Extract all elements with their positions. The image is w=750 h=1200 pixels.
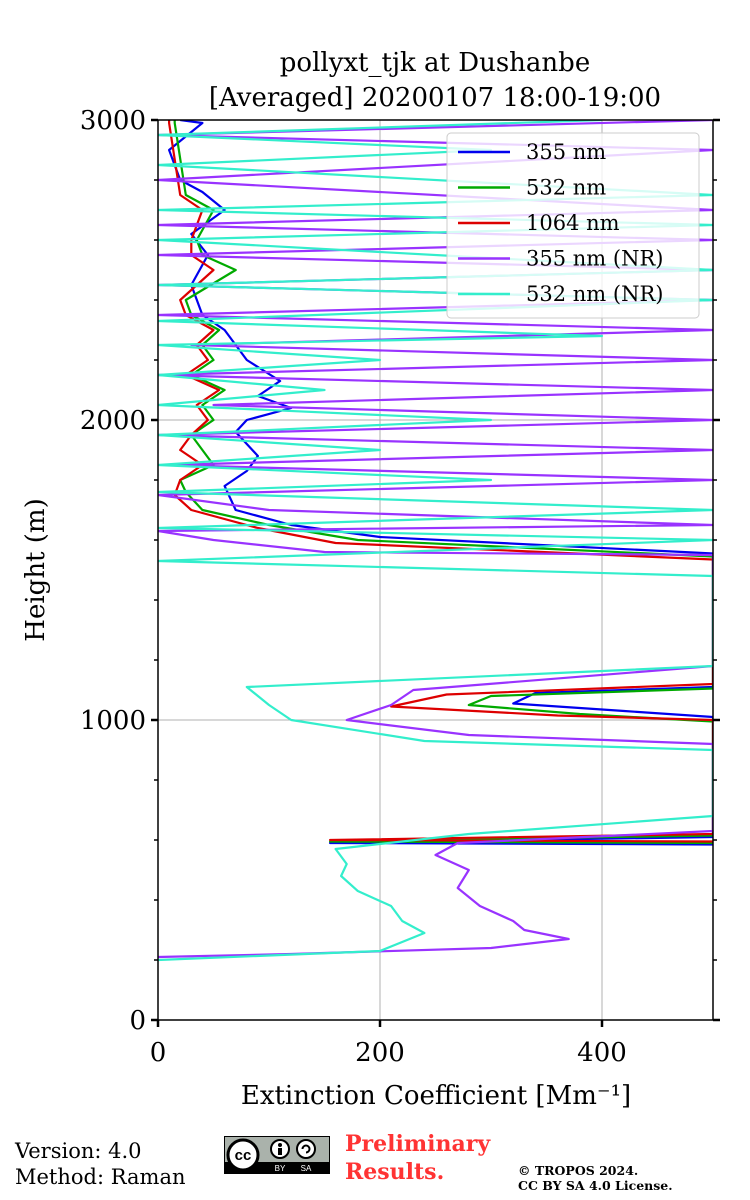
x-tick-label: 400 bbox=[577, 1038, 627, 1068]
version-label: Version: 4.0 bbox=[15, 1139, 142, 1163]
svg-text:SA: SA bbox=[301, 1164, 312, 1173]
y-tick-label: 1000 bbox=[80, 706, 146, 736]
legend-label: 1064 nm bbox=[526, 211, 620, 235]
axis-ticks: 0 1000 2000 3000 0 200 400 bbox=[80, 106, 720, 1068]
y-axis-label: Height (m) bbox=[21, 498, 51, 641]
y-tick-label: 0 bbox=[129, 1006, 146, 1036]
preliminary-notice: Preliminary Results. bbox=[345, 1131, 491, 1185]
x-tick-label: 200 bbox=[355, 1038, 405, 1068]
legend-label: 355 nm (NR) bbox=[526, 247, 663, 271]
legend-label: 532 nm bbox=[526, 176, 606, 200]
x-tick-label: 0 bbox=[150, 1038, 167, 1068]
legend-label: 355 nm bbox=[526, 140, 606, 164]
y-tick-label: 2000 bbox=[80, 406, 146, 436]
copyright-notice: © TROPOS 2024. CC BY SA 4.0 License. bbox=[518, 1163, 673, 1193]
svg-text:BY: BY bbox=[275, 1164, 286, 1173]
legend: 355 nm 532 nm 1064 nm 355 nm (NR) 532 nm (NR… bbox=[446, 132, 700, 319]
y-tick-label: 3000 bbox=[80, 106, 146, 136]
x-axis-label: Extinction Coefficient [Mm⁻¹] bbox=[241, 1081, 631, 1111]
chart-title-line2: [Averaged] 20200107 18:00-19:00 bbox=[209, 83, 661, 113]
legend-box bbox=[446, 132, 700, 319]
sa-share-icon bbox=[296, 1139, 316, 1159]
cc-by-sa-badge: cc BY SA bbox=[224, 1136, 330, 1174]
chart-title-line1: pollyxt_tjk at Dushanbe bbox=[280, 48, 590, 78]
extinction-chart: pollyxt_tjk at Dushanbe [Averaged] 20200… bbox=[21, 48, 720, 1111]
plot-frame bbox=[157, 119, 714, 1021]
series-line-355-nm bbox=[168, 120, 713, 846]
svg-text:cc: cc bbox=[235, 1147, 252, 1164]
method-label: Method: Raman bbox=[15, 1165, 186, 1189]
legend-label: 532 nm (NR) bbox=[526, 282, 663, 306]
series-line-532-nm-nr- bbox=[158, 120, 713, 962]
cc-icon bbox=[226, 1138, 260, 1172]
